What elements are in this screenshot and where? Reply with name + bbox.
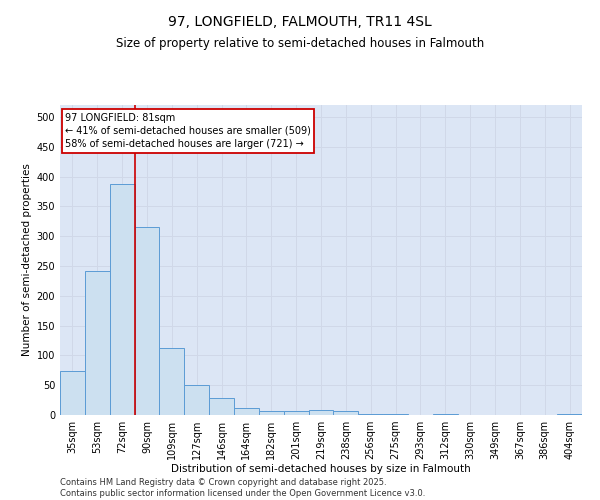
Bar bbox=[110, 184, 134, 415]
Text: 97, LONGFIELD, FALMOUTH, TR11 4SL: 97, LONGFIELD, FALMOUTH, TR11 4SL bbox=[168, 15, 432, 29]
Bar bbox=[557, 414, 582, 415]
Bar bbox=[60, 372, 85, 415]
Bar bbox=[334, 412, 358, 415]
Bar bbox=[209, 398, 234, 415]
Text: Size of property relative to semi-detached houses in Falmouth: Size of property relative to semi-detach… bbox=[116, 38, 484, 51]
Y-axis label: Number of semi-detached properties: Number of semi-detached properties bbox=[22, 164, 32, 356]
Bar bbox=[184, 385, 209, 415]
Bar bbox=[160, 348, 184, 415]
Bar bbox=[358, 414, 383, 415]
Bar bbox=[308, 410, 334, 415]
Text: 97 LONGFIELD: 81sqm
← 41% of semi-detached houses are smaller (509)
58% of semi-: 97 LONGFIELD: 81sqm ← 41% of semi-detach… bbox=[65, 113, 311, 149]
Bar bbox=[134, 227, 160, 415]
Bar bbox=[433, 414, 458, 415]
Text: Contains HM Land Registry data © Crown copyright and database right 2025.
Contai: Contains HM Land Registry data © Crown c… bbox=[60, 478, 425, 498]
Bar bbox=[383, 414, 408, 415]
Bar bbox=[234, 408, 259, 415]
X-axis label: Distribution of semi-detached houses by size in Falmouth: Distribution of semi-detached houses by … bbox=[171, 464, 471, 473]
Bar bbox=[259, 411, 284, 415]
Bar bbox=[284, 411, 308, 415]
Bar bbox=[85, 272, 110, 415]
